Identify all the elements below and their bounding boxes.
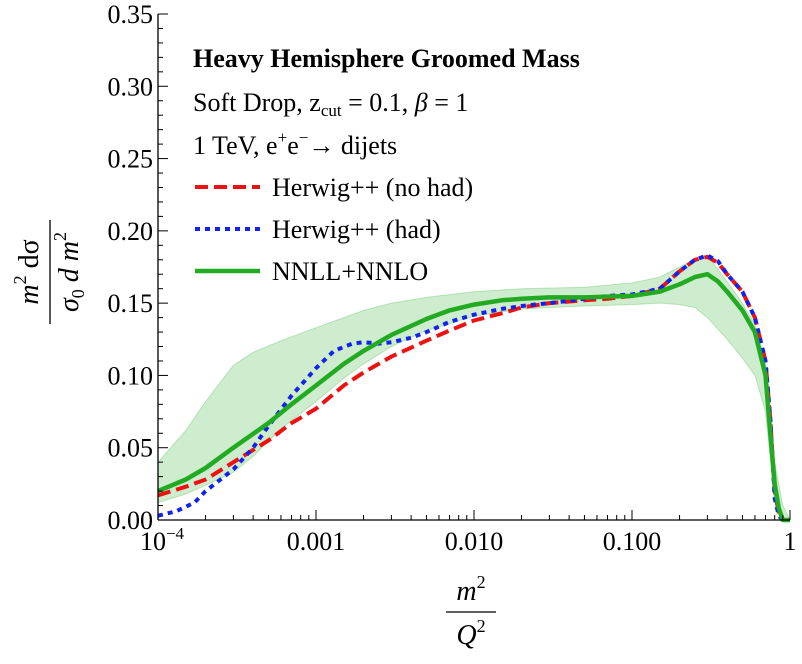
x-tick-label: 1: [784, 527, 797, 556]
x-axis-label: m2 Q2: [446, 572, 496, 651]
series-line-nnll-nnlo: [157, 271, 790, 523]
y-tick-label: 0.00: [108, 506, 154, 535]
x-tick-label: 10−4: [140, 524, 185, 556]
legend: Herwig++ (no had) Herwig++ (had) NNLL+NN…: [195, 173, 473, 286]
legend-label-herwig-no-had: Herwig++ (no had): [272, 173, 473, 202]
y-axis-label-numerator: m2 dσ: [10, 239, 45, 304]
x-tick-label: 0.010: [445, 527, 504, 556]
y-tick-label: 0.20: [108, 217, 154, 246]
ticks-layer: 0.00 0.05 0.10 0.15 0.20 0.25 0.30 0.35 10−4 0.00…: [108, 0, 797, 556]
y-tick-label: 0.35: [108, 0, 154, 29]
y-tick-label: 0.15: [108, 289, 154, 318]
x-tick-label: 0.001: [287, 527, 346, 556]
series-layer: [157, 253, 790, 523]
y-axis-label: m2 dσ σ0 d m2: [10, 220, 88, 324]
legend-label-herwig-had: Herwig++ (had): [272, 215, 441, 244]
uncertainty-band: [157, 254, 791, 521]
x-axis-label-numerator: m2: [456, 572, 485, 607]
y-tick-label: 0.30: [108, 72, 154, 101]
chart-title: Heavy Hemisphere Groomed Mass: [193, 44, 580, 73]
y-tick-label: 0.10: [108, 361, 154, 390]
x-axis-label-denominator: Q2: [456, 616, 485, 651]
uncertainty-band-layer: [157, 254, 791, 521]
annotation-soft-drop: Soft Drop, zcut = 0.1, β = 1: [193, 88, 468, 120]
y-axis-label-denominator: σ0 d m2: [50, 232, 88, 312]
y-tick-label: 0.25: [108, 145, 154, 174]
legend-label-nnll-nnlo: NNLL+NNLO: [272, 257, 428, 286]
annotation-energy-process: 1 TeV, e+e−→ dijets: [193, 128, 397, 160]
x-tick-label: 0.100: [603, 527, 662, 556]
y-tick-label: 0.05: [108, 434, 154, 463]
